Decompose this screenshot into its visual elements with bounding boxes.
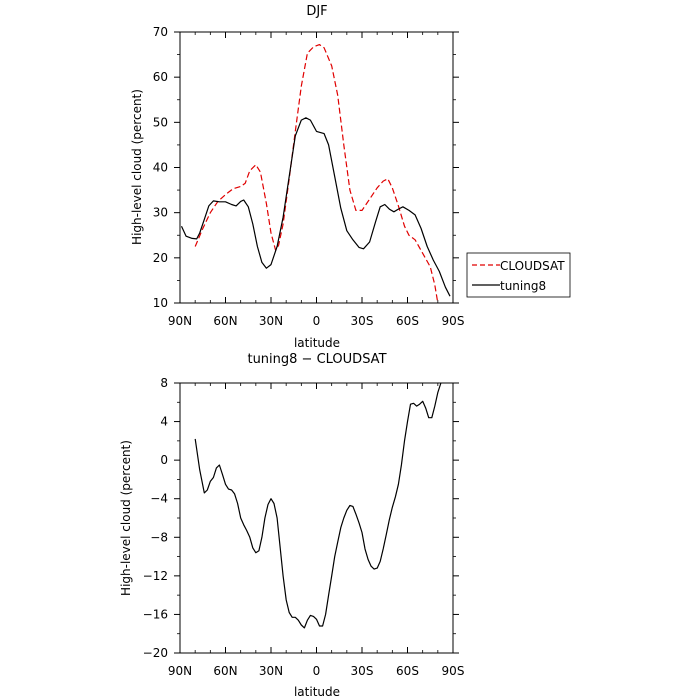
x-tick-label: 90N bbox=[168, 314, 192, 328]
top-y-axis-label: High-level cloud (percent) bbox=[130, 89, 144, 245]
y-tick-label: 30 bbox=[153, 206, 168, 220]
x-tick-label: 30N bbox=[259, 664, 283, 678]
y-tick-label: 50 bbox=[153, 115, 168, 129]
y-tick-label: −16 bbox=[143, 607, 168, 621]
y-tick-label: −12 bbox=[143, 569, 168, 583]
top-axis-ticks: 90N 60N 30N 0 30S 60S 90S 10 20 30 40 50 60 70 bbox=[153, 25, 465, 328]
x-tick-label: 90N bbox=[168, 664, 192, 678]
x-tick-label: 30S bbox=[351, 314, 374, 328]
bottom-x-axis-label: latitude bbox=[294, 685, 340, 699]
x-tick-label: 60N bbox=[213, 314, 237, 328]
y-tick-label: 4 bbox=[160, 415, 168, 429]
x-tick-label: 0 bbox=[313, 664, 321, 678]
top-x-axis-label: latitude bbox=[294, 336, 340, 350]
bottom-panel: tuning8 − CLOUDSAT latitude High-level c… bbox=[119, 352, 464, 699]
x-tick-label: 60S bbox=[396, 314, 419, 328]
x-tick-label: 90S bbox=[442, 664, 465, 678]
tuning8-series-line bbox=[180, 117, 451, 297]
x-tick-label: 60N bbox=[213, 664, 237, 678]
legend-label-tuning8: tuning8 bbox=[500, 279, 546, 293]
x-tick-label: 30N bbox=[259, 314, 283, 328]
legend-box bbox=[466, 252, 571, 298]
bottom-plot-lines bbox=[194, 382, 442, 629]
y-tick-label: 70 bbox=[153, 25, 168, 39]
y-tick-label: −4 bbox=[150, 492, 168, 506]
y-tick-label: 10 bbox=[153, 296, 168, 310]
top-panel: DJF latitude High-level cloud (percent) … bbox=[130, 4, 464, 350]
y-tick-label: −8 bbox=[150, 530, 168, 544]
top-plot-lines bbox=[180, 43, 451, 304]
y-tick-label: 0 bbox=[160, 453, 168, 467]
bottom-y-axis-label: High-level cloud (percent) bbox=[119, 440, 133, 596]
y-tick-label: 20 bbox=[153, 251, 168, 265]
x-tick-label: 90S bbox=[442, 314, 465, 328]
legend: CLOUDSAT tuning8 bbox=[466, 252, 571, 298]
x-tick-label: 0 bbox=[313, 314, 321, 328]
top-plot-frame bbox=[179, 31, 454, 304]
x-tick-label: 60S bbox=[396, 664, 419, 678]
top-chart-title: DJF bbox=[306, 4, 327, 19]
difference-series-line bbox=[194, 382, 442, 629]
legend-label-cloudsat: CLOUDSAT bbox=[500, 259, 565, 273]
y-tick-label: −20 bbox=[143, 646, 168, 660]
x-tick-label: 30S bbox=[351, 664, 374, 678]
cloudsat-series-line bbox=[194, 43, 439, 304]
bottom-chart-title: tuning8 − CLOUDSAT bbox=[247, 352, 386, 367]
y-tick-label: 8 bbox=[160, 376, 168, 390]
y-tick-label: 40 bbox=[153, 161, 168, 175]
bottom-plot-frame bbox=[179, 382, 454, 654]
bottom-axis-ticks: 90N 60N 30N 0 30S 60S 90S −20 −16 −12 −8 −4 0 4 8 bbox=[143, 376, 465, 678]
y-tick-label: 60 bbox=[153, 70, 168, 84]
